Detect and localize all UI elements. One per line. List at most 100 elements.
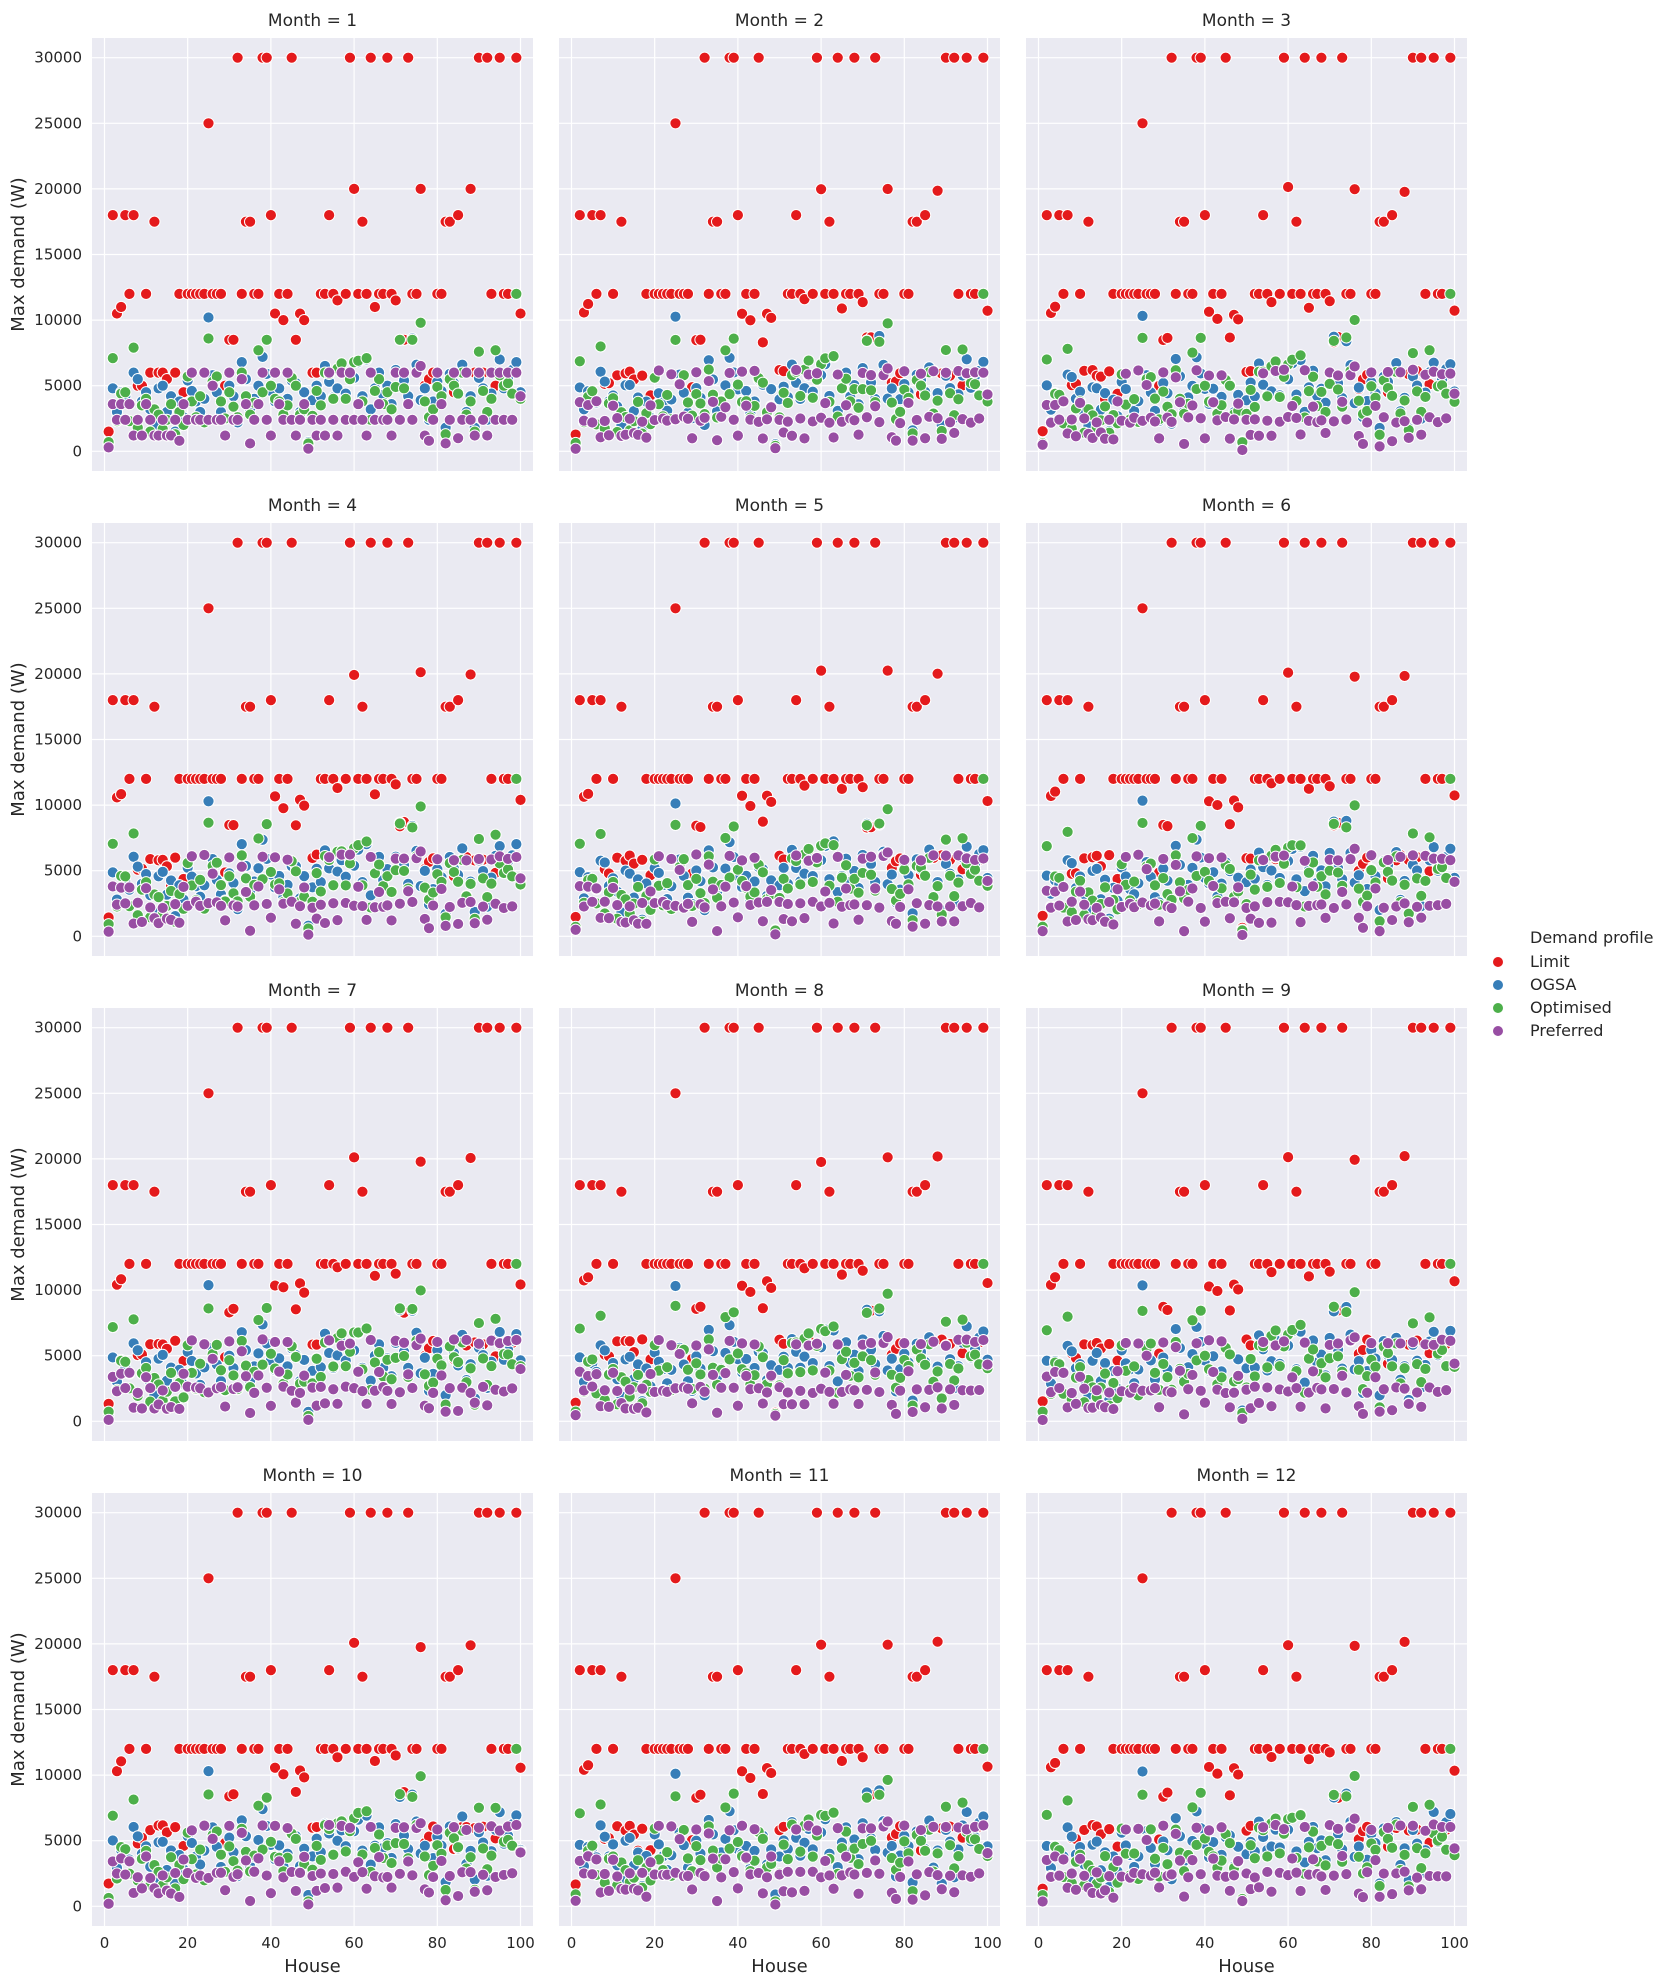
point-preferred [819,885,832,898]
point-limit [606,1742,620,1755]
point-limit [106,209,119,222]
point-limit [389,1267,402,1280]
point-preferred [756,1397,769,1410]
point-limit [1057,1742,1070,1755]
point-preferred [781,1386,794,1399]
facet-panel-month-12: Month = 120 20 40 60 80 100 [1026,1466,1469,1952]
point-limit [1257,1664,1270,1677]
point-preferred [756,1887,769,1900]
point-preferred [1153,1401,1166,1414]
x-tick-label: 20 [645,1934,664,1952]
point-preferred [910,897,923,910]
point-preferred [590,1368,603,1381]
point-preferred [476,1868,490,1881]
point-limit [1049,785,1062,798]
point-optimised [881,1773,894,1787]
point-preferred [794,1384,807,1398]
point-limit [1294,287,1307,300]
point-ogsa [885,1352,898,1365]
point-limit [790,694,803,707]
point-preferred [1265,429,1278,442]
point-preferred [173,916,186,929]
point-preferred [710,1406,724,1419]
point-preferred [468,917,481,930]
point-preferred [1165,415,1178,429]
point-preferred [1290,899,1303,912]
point-limit [514,1278,527,1291]
point-preferred [414,1332,427,1345]
point-preferred [1132,848,1145,861]
point-limit [1148,1257,1162,1270]
point-preferred [914,1337,928,1351]
point-optimised [781,882,794,895]
point-preferred [243,1406,257,1420]
point-preferred [819,1854,832,1868]
point-limit [931,1635,944,1648]
point-preferred [906,1405,919,1419]
point-limit [669,1087,682,1100]
point-preferred [927,365,940,378]
point-optimised [1273,876,1286,890]
point-limit [582,787,595,800]
point-preferred [327,413,340,426]
point-preferred [765,883,778,897]
point-preferred [414,845,427,858]
x-tick-label: 80 [1362,1934,1381,1952]
point-preferred [860,1383,873,1396]
point-limit [1344,772,1357,785]
point-preferred [331,429,344,442]
point-preferred [910,1383,923,1396]
point-limit [877,287,890,300]
point-limit [756,336,769,349]
point-preferred [706,395,720,408]
point-limit [1136,117,1149,130]
point-preferred [1186,399,1199,412]
point-limit [827,1257,840,1270]
point-optimised [223,870,236,883]
point-preferred [476,413,490,426]
point-limit [827,287,840,300]
point-preferred [765,1369,778,1382]
point-limit [856,296,869,309]
point-preferred [1232,1855,1245,1868]
point-preferred [397,1821,411,1834]
point-limit [139,1742,153,1755]
point-limit [348,668,361,682]
point-ogsa [623,1831,636,1845]
point-preferred [1194,412,1207,425]
point-preferred [831,368,844,381]
point-limit [510,536,523,549]
point-limit [752,536,765,549]
point-preferred [673,1833,686,1846]
point-limit [831,51,844,64]
point-preferred [1198,915,1211,928]
point-limit [252,772,265,785]
point-preferred [1078,1869,1091,1882]
point-optimised [439,1883,452,1897]
x-tick-label: 0 [100,1934,110,1952]
point-preferred [343,1337,357,1350]
point-optimised [839,859,853,872]
point-optimised [327,1848,340,1861]
point-preferred [514,1362,527,1376]
point-preferred [919,432,932,445]
point-optimised [827,1320,840,1333]
point-limit [806,287,819,300]
point-optimised [943,1839,957,1852]
point-optimised [1423,1311,1436,1324]
point-preferred [769,928,782,941]
point-preferred [119,897,132,910]
point-preferred [460,1333,473,1347]
point-optimised [1386,874,1399,887]
point-optimised [731,1347,744,1360]
point-preferred [123,1855,136,1868]
point-preferred [1257,853,1270,867]
y-tick-label: 25000 [34,1084,82,1102]
point-preferred [406,1869,419,1882]
point-limit [381,1021,394,1034]
point-limit [615,1670,628,1683]
point-optimised [827,1806,840,1819]
point-preferred [1381,1337,1395,1350]
point-limit [765,795,778,809]
